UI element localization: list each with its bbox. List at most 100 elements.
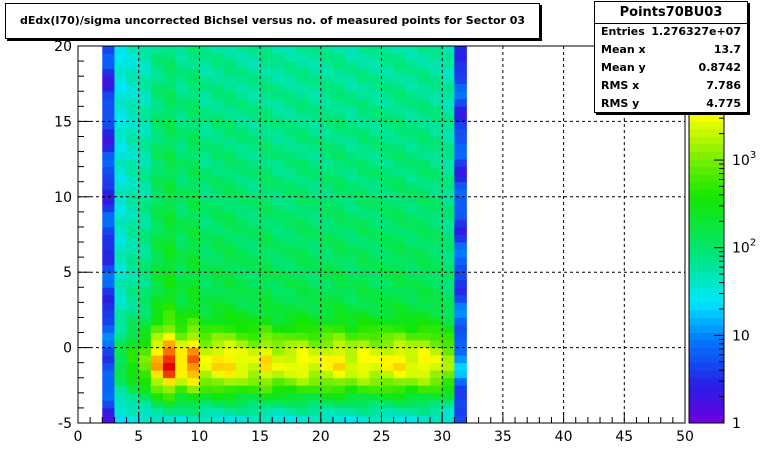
heatmap-cell xyxy=(138,121,152,130)
colorbar-band xyxy=(689,415,724,424)
heatmap-cell xyxy=(150,332,164,341)
heatmap-cell xyxy=(369,355,382,364)
heatmap-cell xyxy=(102,234,115,243)
heatmap-cell xyxy=(417,392,431,401)
heatmap-cell xyxy=(320,340,334,348)
heatmap-cell xyxy=(405,332,419,341)
heatmap-cell xyxy=(381,370,395,379)
heatmap-cell xyxy=(223,249,237,258)
stat-row-entries: Entries 1.276327e+07 xyxy=(601,25,741,43)
heatmap-cell xyxy=(454,279,467,288)
x-tick-label: 5 xyxy=(134,429,143,445)
heatmap-cell xyxy=(345,204,358,213)
heatmap-cell xyxy=(381,362,395,371)
heatmap-cell xyxy=(150,400,164,409)
heatmap-cell xyxy=(417,159,431,168)
heatmap-cell xyxy=(235,189,249,198)
heatmap-cell xyxy=(187,279,200,288)
heatmap-cell xyxy=(187,249,200,258)
heatmap-cell xyxy=(454,249,467,258)
heatmap-cell xyxy=(405,174,419,183)
heatmap-cell xyxy=(260,181,273,190)
heatmap-cell xyxy=(138,279,152,288)
heatmap-cell xyxy=(442,196,455,205)
heatmap-cell xyxy=(417,249,431,258)
heatmap-cell xyxy=(405,166,419,175)
heatmap-cell xyxy=(284,128,297,137)
heatmap-cell xyxy=(223,91,237,100)
heatmap-cell xyxy=(211,279,225,288)
heatmap-cell xyxy=(308,83,322,92)
heatmap-cell xyxy=(199,204,212,213)
heatmap-cell xyxy=(284,340,297,348)
heatmap-cell xyxy=(126,136,140,145)
heatmap-cell xyxy=(405,83,419,92)
heatmap-cell xyxy=(102,61,115,70)
heatmap-cell xyxy=(260,317,273,326)
heatmap-cell xyxy=(223,106,237,115)
heatmap-cell xyxy=(332,219,346,228)
heatmap-cell xyxy=(235,91,249,100)
heatmap-cell xyxy=(320,61,334,70)
heatmap-cell xyxy=(369,392,382,401)
heatmap-cell xyxy=(442,257,455,266)
heatmap-cell xyxy=(102,257,115,266)
heatmap-cell xyxy=(235,309,249,318)
heatmap-cell xyxy=(417,128,431,137)
heatmap-cell xyxy=(247,347,261,356)
heatmap-cell xyxy=(417,234,431,243)
heatmap-cell xyxy=(199,113,212,122)
heatmap-cell xyxy=(187,121,200,130)
heatmap-cell xyxy=(393,302,407,311)
heatmap-cell xyxy=(114,68,127,77)
heatmap-cell xyxy=(175,151,188,160)
heatmap-cell xyxy=(162,377,176,386)
heatmap-cell xyxy=(199,347,212,356)
heatmap-cell xyxy=(187,294,200,303)
heatmap-cell xyxy=(442,242,455,250)
heatmap-cell xyxy=(454,362,467,371)
heatmap-cell xyxy=(272,385,285,394)
heatmap-cell xyxy=(260,83,273,92)
y-tick-label: 5 xyxy=(63,265,72,281)
heatmap-cell xyxy=(393,226,407,235)
heatmap-cell xyxy=(102,226,115,235)
heatmap-cell xyxy=(296,407,310,416)
heatmap-cell xyxy=(369,46,382,54)
heatmap-cell xyxy=(345,113,358,122)
heatmap-cell xyxy=(308,294,322,303)
heatmap-cell xyxy=(296,151,310,160)
heatmap-cell xyxy=(308,407,322,416)
heatmap-cell xyxy=(442,61,455,70)
heatmap-cell xyxy=(211,309,225,318)
grid-lines xyxy=(78,46,685,423)
heatmap-cell xyxy=(126,83,140,92)
heatmap-cell xyxy=(442,385,455,394)
heatmap-cell xyxy=(175,144,188,152)
heatmap-cell xyxy=(211,91,225,100)
heatmap-cell xyxy=(175,53,188,62)
heatmap-cell xyxy=(284,189,297,198)
stat-label: Mean y xyxy=(601,61,646,74)
heatmap-cell xyxy=(320,91,334,100)
colorbar-band xyxy=(689,385,724,394)
heatmap-cell xyxy=(235,287,249,296)
heatmap-cell xyxy=(211,242,225,250)
heatmap-cell xyxy=(332,204,346,213)
heatmap-cell xyxy=(247,415,261,424)
heatmap-cell xyxy=(175,340,188,348)
heatmap-cell xyxy=(138,174,152,183)
heatmap-cell xyxy=(332,234,346,243)
heatmap-cell xyxy=(284,204,297,213)
heatmap-cell xyxy=(332,385,346,394)
heatmap-cell xyxy=(284,98,297,107)
heatmap-cell xyxy=(454,385,467,394)
heatmap-cell xyxy=(211,196,225,205)
heatmap-cell xyxy=(150,249,164,258)
heatmap-cell xyxy=(430,294,443,303)
heatmap-cell xyxy=(393,400,407,409)
heatmap-cell xyxy=(454,53,467,62)
heatmap-cell xyxy=(357,415,370,424)
heatmap-cell xyxy=(284,136,297,145)
